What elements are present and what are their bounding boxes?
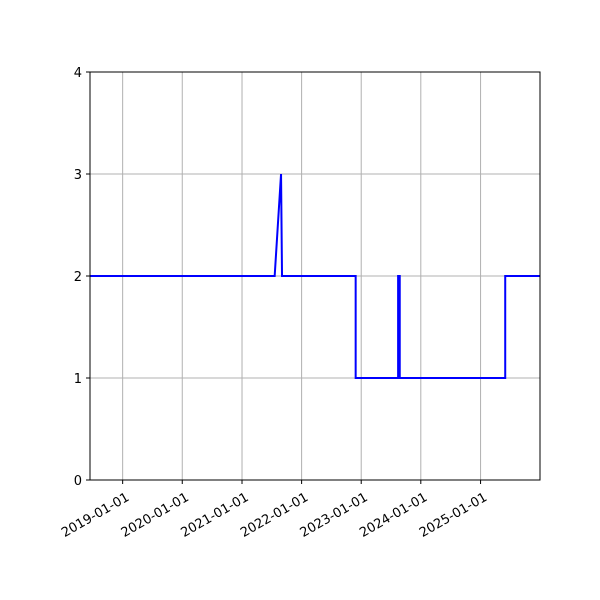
x-tick-label: 2025-01-01 [417,490,490,541]
y-tick-label: 4 [74,66,82,81]
series-layer [90,173,540,379]
x-axis: 2019-01-012020-01-012021-01-012022-01-01… [59,480,490,541]
series-line [90,173,540,379]
y-tick-label: 1 [74,372,82,387]
y-tick-label: 2 [74,270,82,285]
y-axis: 0 1 2 3 4 [74,66,90,489]
y-tick-label: 0 [74,474,82,489]
y-tick-label: 3 [74,168,82,183]
